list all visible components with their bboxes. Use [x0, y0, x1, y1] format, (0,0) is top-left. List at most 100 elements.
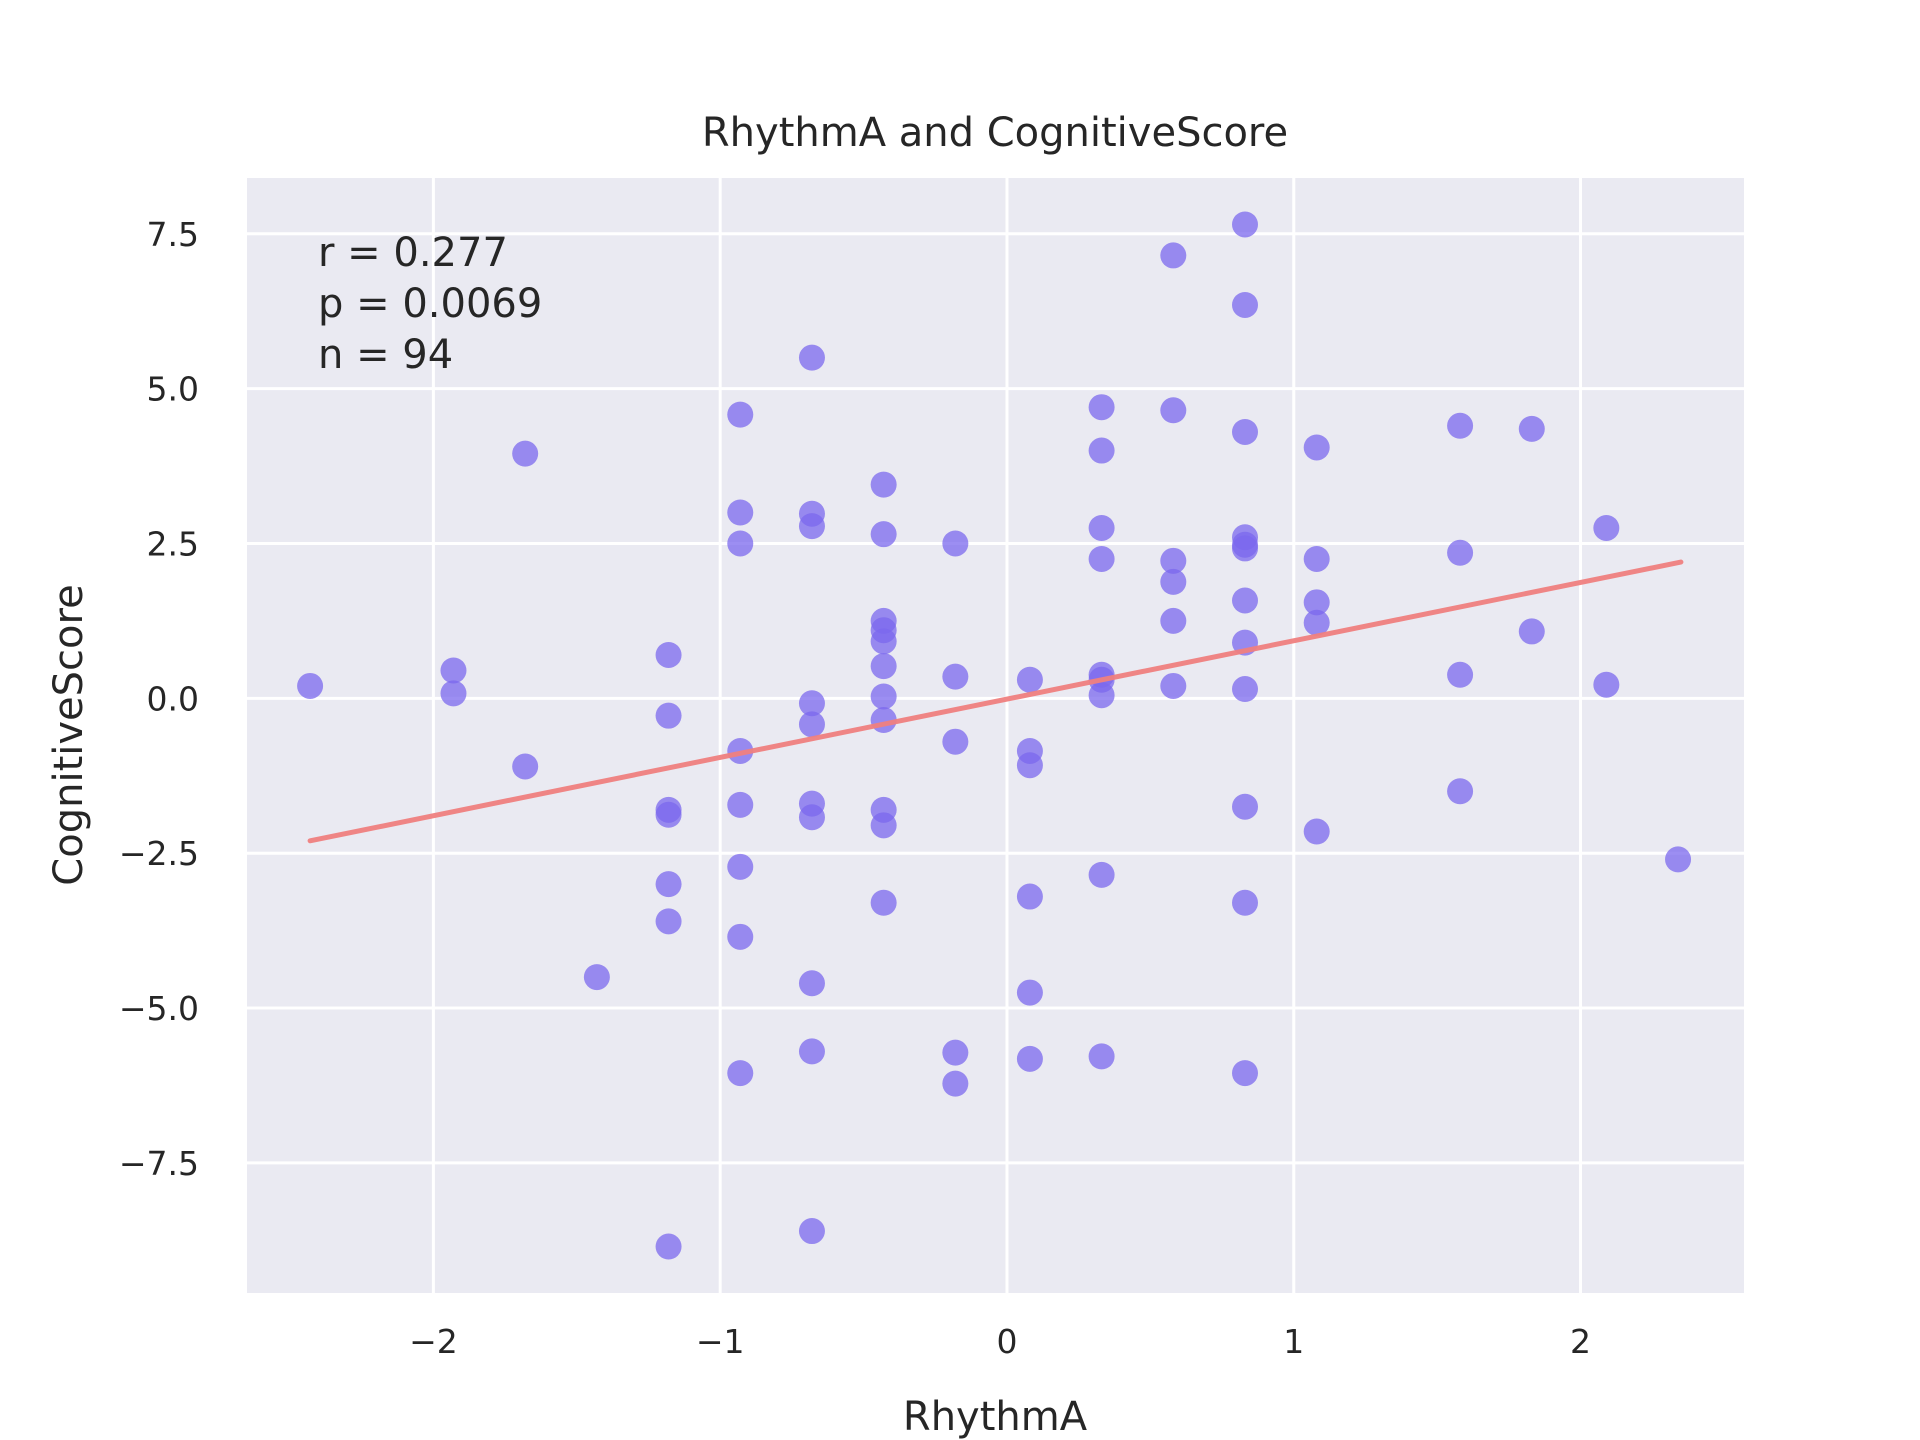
data-point — [942, 663, 969, 690]
data-point — [1016, 1045, 1043, 1072]
x-axis-label: RhythmA — [903, 1394, 1088, 1440]
regression-line — [307, 559, 1684, 844]
data-point — [1016, 752, 1043, 779]
data-point — [942, 728, 969, 755]
data-point — [655, 801, 682, 828]
data-point — [1088, 514, 1115, 541]
data-point — [1303, 609, 1330, 636]
data-point — [1088, 1043, 1115, 1070]
data-point — [1160, 242, 1187, 269]
data-point — [798, 344, 825, 371]
y-tick-label: 2.5 — [147, 524, 199, 563]
data-point — [512, 753, 539, 780]
data-point — [870, 653, 897, 680]
data-point — [798, 513, 825, 540]
data-point — [727, 401, 754, 428]
data-point — [1303, 434, 1330, 461]
data-point — [440, 657, 467, 684]
data-point — [583, 964, 610, 991]
data-point — [1303, 818, 1330, 845]
data-point — [655, 908, 682, 935]
data-point — [942, 1039, 969, 1066]
x-tick-label: −2 — [409, 1322, 458, 1361]
data-point — [297, 672, 324, 699]
data-point — [1232, 291, 1258, 318]
data-point — [798, 1038, 825, 1065]
data-point — [1016, 883, 1043, 910]
data-point — [870, 521, 897, 548]
data-point — [870, 471, 897, 498]
data-point — [727, 530, 754, 557]
data-point — [655, 1233, 682, 1260]
data-point — [727, 499, 754, 526]
data-point — [1088, 682, 1115, 709]
y-axis-label: CognitiveScore — [46, 584, 92, 885]
y-tick-label: −7.5 — [119, 1144, 199, 1183]
data-point — [1232, 211, 1258, 238]
data-point — [1665, 846, 1692, 873]
stat-n: n = 94 — [318, 332, 453, 378]
data-point — [870, 683, 897, 710]
data-point — [1232, 1060, 1258, 1087]
data-point — [1447, 539, 1474, 566]
data-point — [1232, 535, 1258, 562]
data-point — [440, 680, 467, 707]
data-point — [1160, 397, 1187, 424]
data-point — [1232, 587, 1258, 614]
data-point — [1232, 676, 1258, 703]
data-point — [798, 970, 825, 997]
data-point — [1160, 607, 1187, 634]
data-point — [870, 812, 897, 839]
x-tick-labels: −2 −1 0 1 2 — [409, 1322, 1591, 1361]
stat-p: p = 0.0069 — [318, 281, 542, 327]
plot-area — [247, 178, 1744, 1293]
data-point — [1447, 412, 1474, 439]
y-tick-labels: −7.5 −5.0 −2.5 0.0 2.5 5.0 7.5 — [119, 215, 199, 1183]
data-point — [1088, 394, 1115, 421]
data-point — [1016, 979, 1043, 1006]
data-point — [512, 440, 539, 467]
y-tick-label: −5.0 — [119, 989, 199, 1028]
data-point — [798, 1218, 825, 1245]
data-point — [1593, 671, 1620, 698]
data-point — [655, 641, 682, 668]
data-point — [1088, 437, 1115, 464]
data-point — [1447, 661, 1474, 688]
data-point — [655, 871, 682, 898]
x-tick-label: 0 — [996, 1322, 1017, 1361]
data-point — [1088, 545, 1115, 572]
x-tick-label: −1 — [696, 1322, 745, 1361]
data-point — [942, 1070, 969, 1097]
data-point — [1518, 618, 1545, 645]
chart-title: RhythmA and CognitiveScore — [702, 110, 1288, 156]
data-point — [1303, 545, 1330, 572]
stat-r: r = 0.277 — [318, 230, 508, 276]
data-point — [1518, 415, 1545, 442]
data-point — [655, 702, 682, 729]
data-point — [727, 923, 754, 950]
y-tick-label: 0.0 — [147, 679, 199, 718]
data-point — [942, 530, 969, 557]
data-point — [870, 889, 897, 916]
data-point — [1160, 547, 1187, 574]
data-point — [798, 711, 825, 738]
x-tick-label: 2 — [1570, 1322, 1591, 1361]
grid — [247, 178, 1744, 1293]
data-point — [1016, 666, 1043, 693]
data-point — [1232, 418, 1258, 445]
data-point — [727, 791, 754, 818]
data-point — [1088, 861, 1115, 888]
data-point — [798, 690, 825, 717]
data-point — [1160, 672, 1187, 699]
data-point — [727, 853, 754, 880]
data-point — [727, 1060, 754, 1087]
data-point — [1232, 793, 1258, 820]
y-tick-label: 7.5 — [147, 215, 199, 254]
data-point — [1303, 589, 1330, 616]
data-point — [1232, 889, 1258, 916]
x-tick-label: 1 — [1283, 1322, 1304, 1361]
data-point — [1160, 568, 1187, 595]
data-point — [1593, 514, 1620, 541]
y-tick-label: 5.0 — [147, 370, 199, 409]
